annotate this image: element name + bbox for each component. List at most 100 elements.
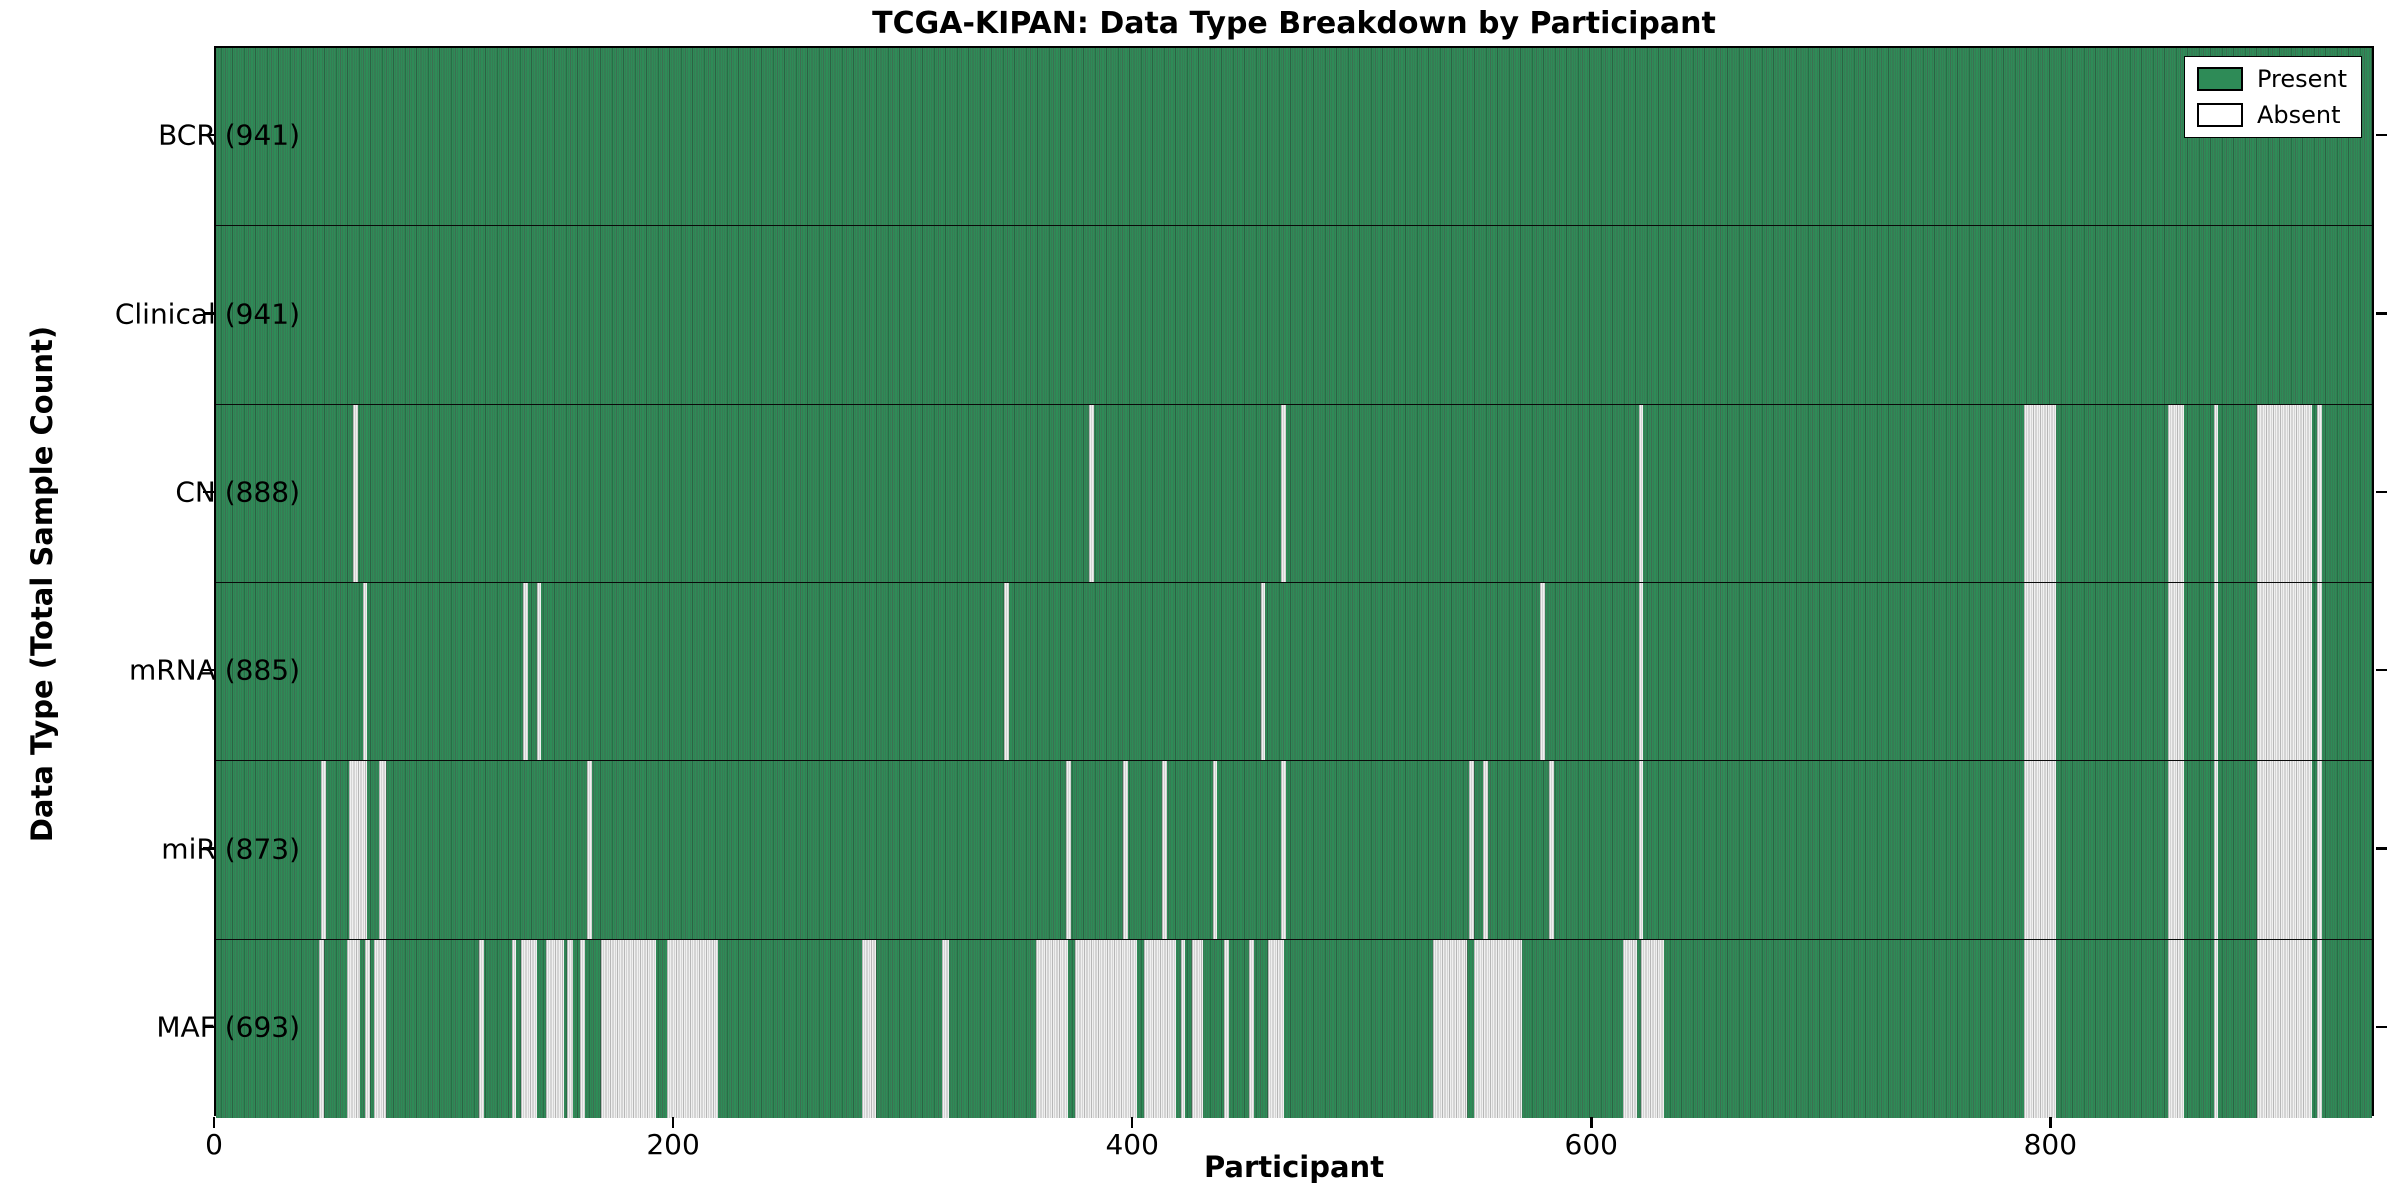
absent-block — [2257, 939, 2313, 1118]
y-tick-label-CN: CN (888) — [175, 475, 300, 509]
absent-block — [362, 582, 368, 761]
absent-block — [2168, 404, 2185, 582]
absent-block — [523, 582, 528, 761]
absent-block — [319, 939, 324, 1118]
absent-block — [1267, 939, 1284, 1118]
absent-block — [1036, 939, 1069, 1118]
absent-block — [1638, 404, 1644, 582]
row-CN — [216, 404, 2372, 583]
row-MAF — [216, 939, 2372, 1118]
x-tick-mark — [1590, 1117, 1593, 1128]
rows-container — [216, 48, 2372, 1118]
y-tick-mark — [203, 133, 214, 137]
y-tick-mark — [2376, 312, 2387, 315]
x-tick-mark — [2049, 1117, 2052, 1128]
absent-block — [2168, 761, 2185, 939]
row-miR — [216, 761, 2372, 940]
absent-block — [862, 939, 876, 1118]
absent-block — [545, 939, 565, 1118]
legend-label-present: Present — [2256, 65, 2347, 93]
absent-block — [348, 761, 368, 939]
absent-block — [2023, 582, 2056, 761]
absent-block — [2213, 404, 2219, 582]
y-tick-mark — [203, 312, 214, 315]
absent-swatch-icon — [2196, 103, 2243, 127]
legend: Present Absent — [2183, 56, 2362, 138]
absent-block — [2023, 404, 2056, 582]
absent-block — [321, 761, 326, 939]
x-axis-label: Participant — [1203, 1150, 1385, 1184]
y-tick-mark — [2376, 1025, 2387, 1029]
absent-block — [587, 761, 592, 939]
absent-block — [2257, 582, 2313, 761]
absent-block — [2257, 761, 2313, 939]
absent-block — [374, 939, 386, 1118]
absent-block — [1473, 939, 1522, 1118]
absent-block — [2168, 582, 2185, 761]
legend-entry-present: Present — [2196, 65, 2347, 93]
absent-block — [2317, 404, 2322, 582]
y-tick-label-Clinical: Clinical (941) — [114, 297, 300, 330]
absent-block — [1638, 582, 1644, 761]
absent-block — [1483, 761, 1488, 939]
y-tick-label-MAF: MAF (693) — [156, 1010, 300, 1044]
y-tick-mark — [2376, 490, 2387, 494]
absent-block — [1123, 761, 1128, 939]
absent-block — [1638, 761, 1644, 939]
y-tick-label-miR: miR (873) — [161, 832, 300, 865]
absent-block — [536, 582, 542, 761]
y-tick-label-BCR: BCR (941) — [158, 118, 300, 152]
y-tick-mark — [203, 1025, 214, 1029]
absent-block — [520, 939, 537, 1118]
x-tick-label-200: 200 — [646, 1128, 700, 1161]
x-tick-label-800: 800 — [2023, 1128, 2078, 1161]
y-tick-mark — [2376, 133, 2387, 137]
x-tick-label-600: 600 — [1564, 1128, 1618, 1161]
y-tick-label-mRNA: mRNA (885) — [128, 653, 300, 687]
absent-block — [1432, 939, 1467, 1118]
x-tick-mark — [212, 1117, 216, 1128]
absent-block — [566, 939, 574, 1118]
absent-block — [2168, 939, 2185, 1118]
x-tick-mark — [1130, 1117, 1134, 1128]
absent-block — [2023, 939, 2056, 1118]
absent-block — [1281, 404, 1286, 582]
absent-block — [2317, 939, 2322, 1118]
y-tick-mark — [2376, 847, 2387, 850]
absent-block — [1066, 761, 1071, 939]
absent-block — [2213, 939, 2219, 1118]
absent-block — [479, 939, 485, 1118]
absent-block — [2213, 582, 2219, 761]
x-tick-label-400: 400 — [1105, 1128, 1159, 1161]
absent-block — [511, 939, 517, 1118]
x-tick-mark — [671, 1117, 675, 1128]
row-BCR — [216, 48, 2372, 227]
absent-block — [600, 939, 656, 1118]
row-mRNA — [216, 582, 2372, 762]
absent-block — [1143, 939, 1176, 1118]
absent-block — [1641, 939, 1665, 1118]
absent-block — [1540, 582, 1545, 761]
y-tick-mark — [2376, 668, 2387, 672]
absent-block — [580, 939, 585, 1118]
absent-block — [346, 939, 361, 1118]
absent-block — [1249, 939, 1254, 1118]
absent-block — [1180, 939, 1186, 1118]
absent-block — [353, 404, 359, 582]
absent-block — [1622, 939, 1637, 1118]
plot-area: Present Absent — [214, 46, 2374, 1118]
absent-block — [1004, 582, 1009, 761]
absent-block — [2023, 761, 2056, 939]
absent-block — [2257, 404, 2313, 582]
absent-block — [2213, 761, 2219, 939]
absent-block — [1260, 582, 1266, 761]
absent-block — [1162, 761, 1167, 939]
absent-block — [2317, 761, 2322, 939]
y-axis-label: Data Type (Total Sample Count) — [25, 325, 59, 843]
absent-block — [1281, 761, 1286, 939]
chart-title: TCGA-KIPAN: Data Type Breakdown by Parti… — [872, 6, 1716, 41]
absent-block — [1212, 761, 1218, 939]
legend-label-absent: Absent — [2256, 101, 2341, 129]
present-swatch-icon — [2196, 67, 2243, 91]
